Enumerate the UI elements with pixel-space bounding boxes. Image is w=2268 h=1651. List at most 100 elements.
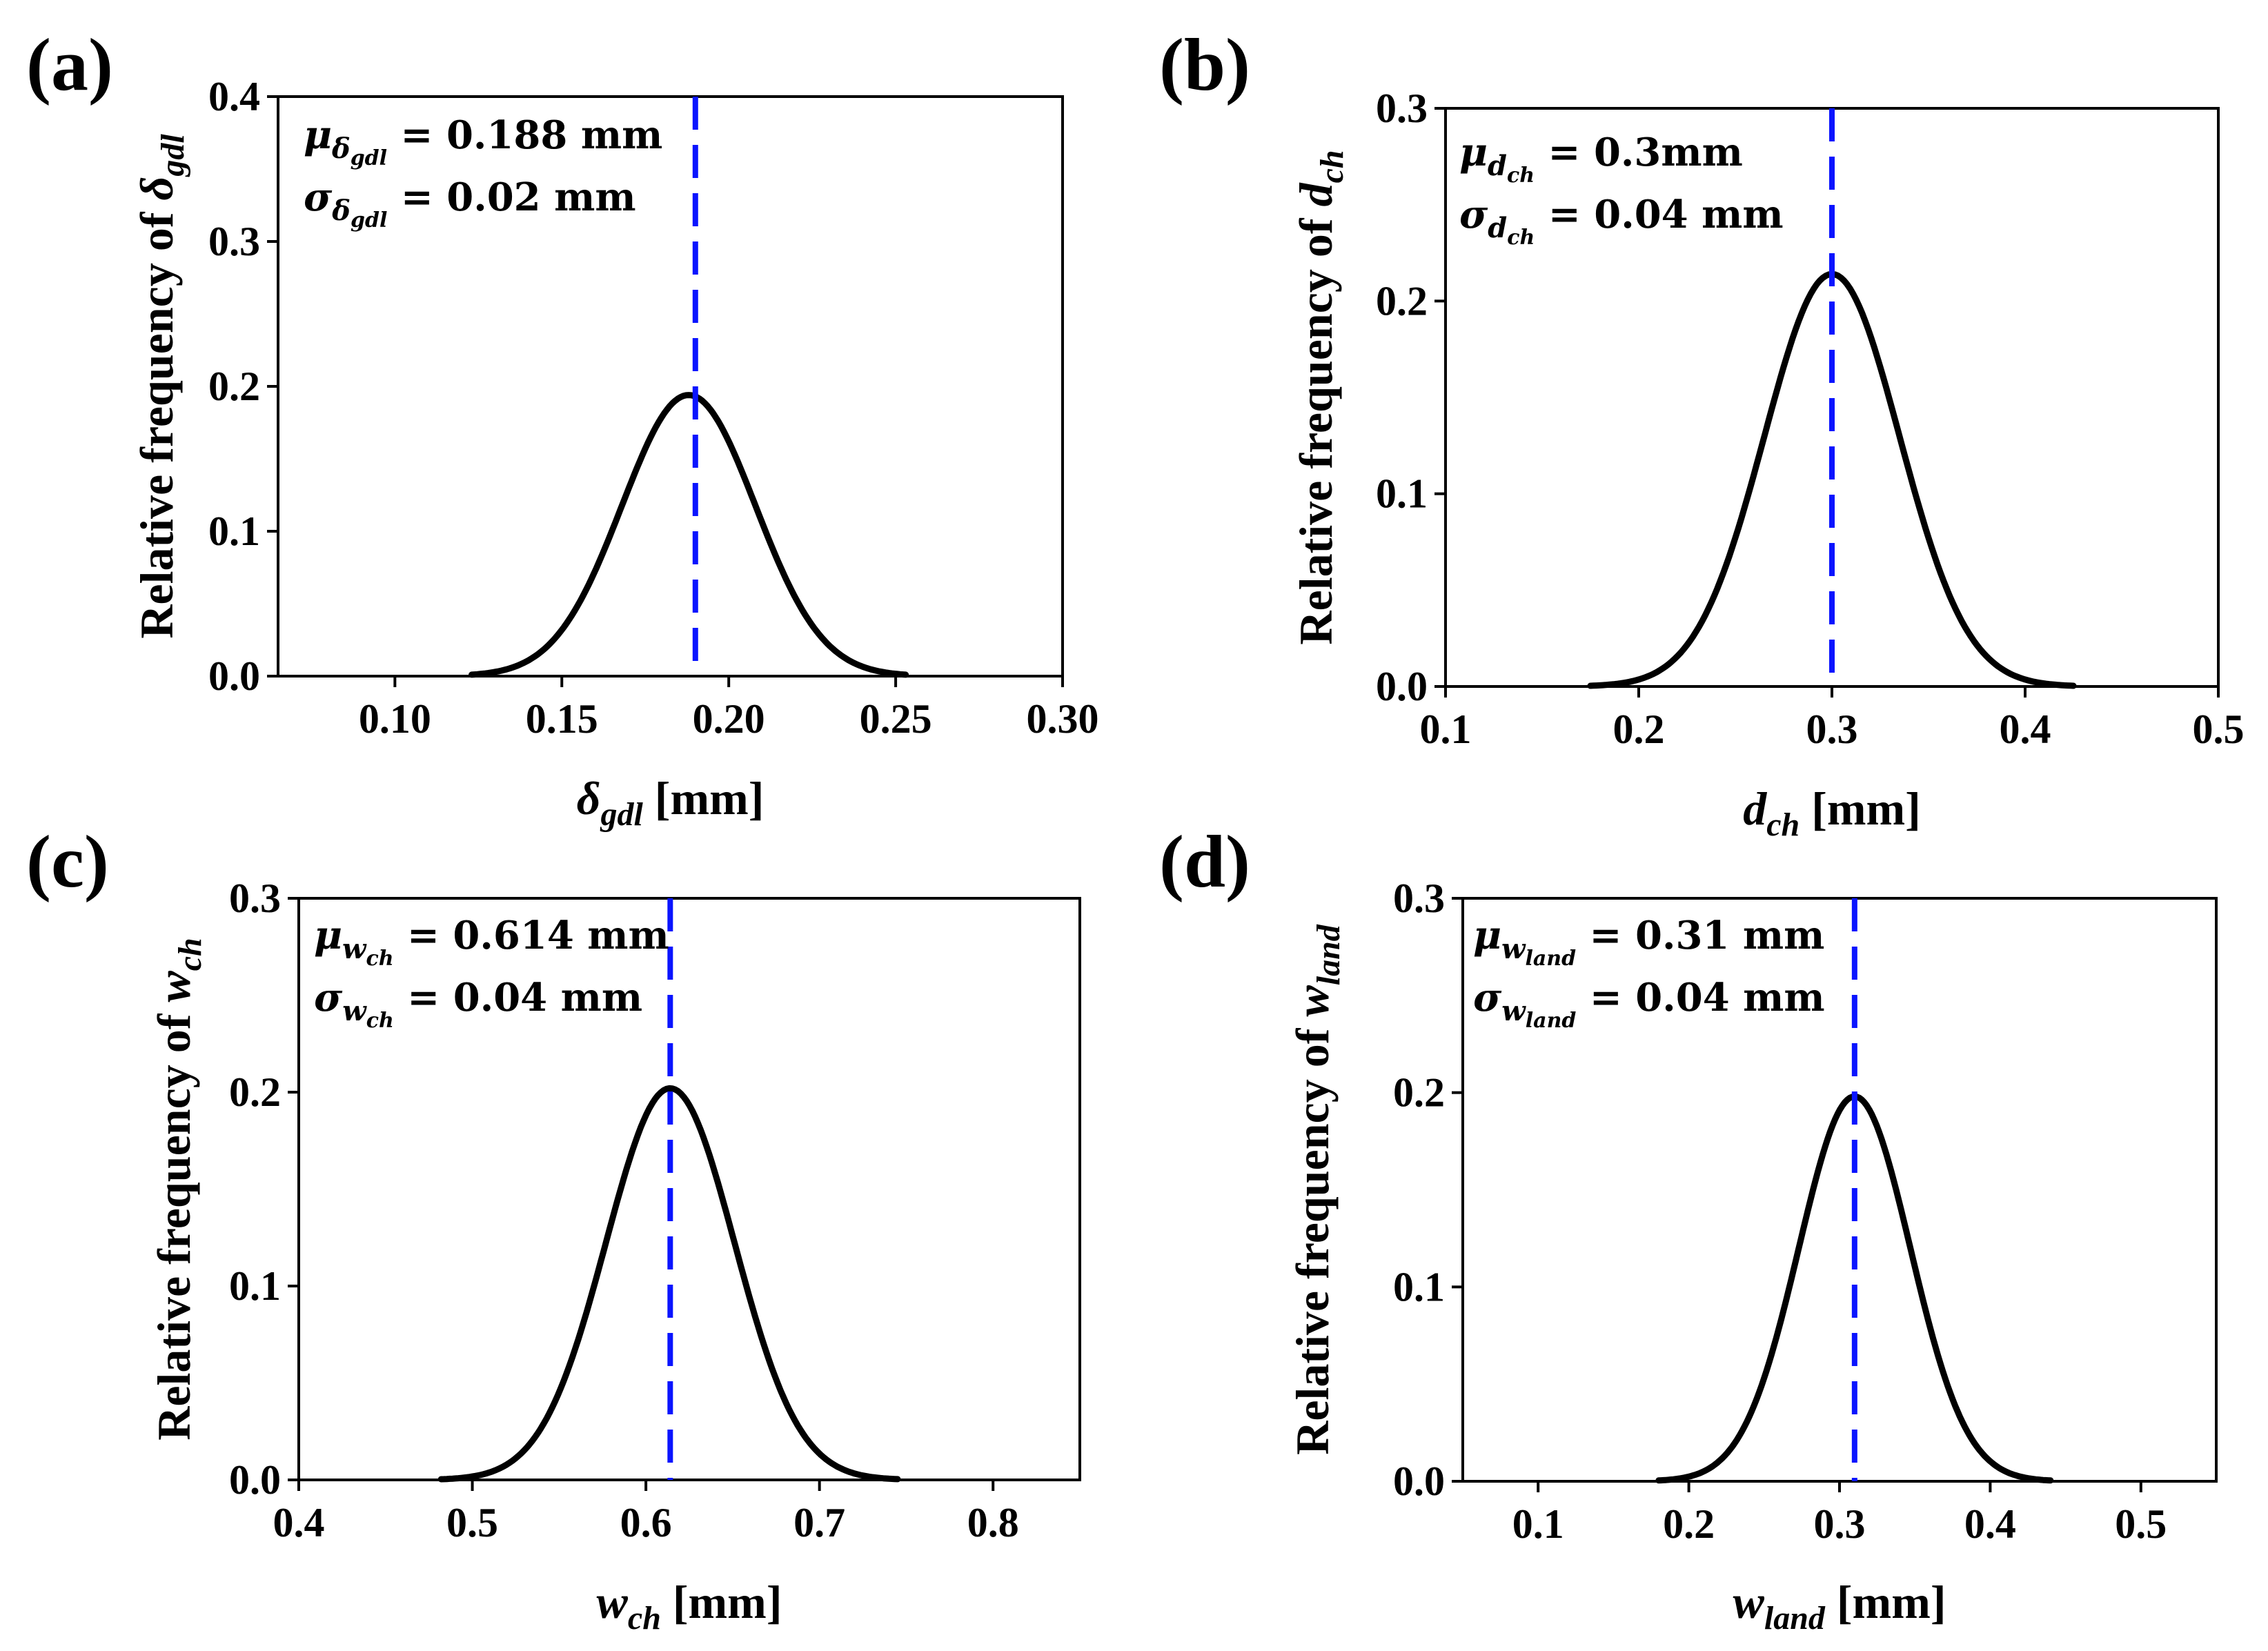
- y-axis-symbol: w: [148, 971, 200, 1002]
- y-axis-subscript: land: [1310, 924, 1347, 985]
- annotation-std: σδgdl = 0.02 mm: [304, 175, 636, 233]
- annotation-subscript: d: [1488, 212, 1507, 244]
- y-tick-label: 0.2: [229, 1069, 281, 1115]
- annotation-greek: σ: [304, 175, 333, 220]
- x-tick-label: 0.5: [2193, 706, 2245, 752]
- annotation-sub-subscript: gdl: [351, 146, 387, 170]
- x-tick-label: 0.4: [273, 1500, 325, 1545]
- y-tick-label: 0.3: [208, 219, 260, 264]
- x-axis-unit: [mm]: [643, 772, 765, 824]
- annotation-sub-subscript: gdl: [351, 208, 387, 233]
- x-tick-label: 0.3: [1814, 1501, 1866, 1547]
- annotation-value: = 0.04 mm: [1576, 975, 1824, 1020]
- x-axis-title: δgdl [mm]: [577, 772, 765, 833]
- distribution-curve: [437, 1085, 901, 1483]
- annotation-sub-subscript: ch: [366, 947, 393, 971]
- y-axis-title: Relative frequency of wland: [1286, 924, 1347, 1455]
- x-axis-unit: [mm]: [1799, 782, 1921, 835]
- annotation-greek: μ: [314, 913, 342, 958]
- plot-frame: [297, 897, 1081, 1481]
- annotation-subscript: w: [1501, 995, 1526, 1027]
- y-tick-label: 0.0: [1376, 664, 1428, 709]
- annotation-subscript: w: [1501, 933, 1526, 965]
- panel-letter: (c): [26, 821, 109, 903]
- x-axis-symbol: δ: [577, 772, 601, 824]
- y-axis-prefix: Relative frequency of: [1290, 206, 1342, 644]
- annotation-mean: μδgdl = 0.188 mm: [304, 112, 662, 170]
- annotation-std: σwland = 0.04 mm: [1473, 975, 1825, 1033]
- y-axis-subscript: gdl: [155, 134, 191, 177]
- x-axis-subscript: ch: [1766, 807, 1799, 843]
- annotation-mean: μwch = 0.614 mm: [314, 913, 669, 971]
- x-tick-label: 0.4: [2000, 706, 2051, 752]
- chart-panel-1: (a)0.10 0.15 0.20 0.25 0.300.00.10.20.30.4δg…: [26, 24, 1099, 833]
- y-axis-prefix: Relative frequency of: [148, 1002, 200, 1441]
- y-tick-label: 0.1: [1376, 471, 1428, 517]
- x-axis-symbol: w: [1733, 1576, 1765, 1628]
- x-axis-unit: [mm]: [661, 1576, 782, 1628]
- annotation-value: = 0.614 mm: [394, 913, 669, 958]
- x-tick-label: 0.2: [1663, 1501, 1715, 1547]
- annotation-mean: μwland = 0.31 mm: [1473, 913, 1824, 971]
- y-axis-symbol: w: [1286, 985, 1339, 1017]
- y-tick-label: 0.1: [1393, 1264, 1445, 1309]
- x-tick-label: 0.6: [620, 1500, 672, 1545]
- annotation-value: = 0.04 mm: [394, 975, 642, 1020]
- y-tick-label: 0.2: [1376, 278, 1428, 324]
- annotation-value: = 0.31 mm: [1576, 913, 1824, 958]
- annotation-subscript: w: [342, 933, 367, 965]
- x-axis-title: wland [mm]: [1733, 1576, 1946, 1637]
- annotation-greek: μ: [304, 112, 332, 158]
- x-axis-symbol: w: [597, 1576, 629, 1628]
- panel-letter: (b): [1159, 24, 1250, 106]
- x-axis-unit: [mm]: [1825, 1576, 1946, 1628]
- y-tick-label: 0.3: [229, 876, 281, 921]
- y-axis-symbol: d: [1290, 182, 1342, 206]
- x-tick-label: 0.10: [359, 696, 431, 742]
- annotation-subscript: w: [342, 995, 367, 1027]
- annotation-greek: σ: [314, 975, 343, 1020]
- x-tick-label: 0.5: [446, 1500, 498, 1545]
- x-tick-label: 0.1: [1512, 1501, 1564, 1547]
- y-tick-label: 0.0: [208, 653, 260, 699]
- annotation-std: σwch = 0.04 mm: [314, 975, 642, 1033]
- panel-letter: (d): [1159, 821, 1250, 903]
- annotation-value: = 0.188 mm: [387, 112, 662, 158]
- x-tick-label: 0.7: [793, 1500, 845, 1545]
- annotation-sub-subscript: land: [1525, 947, 1576, 971]
- x-tick-label: 0.2: [1613, 706, 1665, 752]
- annotation-value: = 0.3mm: [1535, 130, 1743, 175]
- x-axis-subscript: gdl: [600, 796, 643, 833]
- annotation-greek: σ: [1473, 975, 1502, 1020]
- annotation-greek: μ: [1459, 130, 1488, 175]
- y-axis-subscript: ch: [172, 938, 208, 971]
- annotation-value: = 0.04 mm: [1535, 192, 1783, 237]
- annotation-subscript: δ: [331, 132, 351, 165]
- x-tick-label: 0.3: [1806, 706, 1858, 752]
- y-tick-label: 0.2: [1393, 1070, 1445, 1116]
- distribution-curve: [469, 392, 909, 678]
- annotation-mean: μdch = 0.3mm: [1459, 130, 1743, 188]
- x-axis-subscript: ch: [628, 1600, 661, 1637]
- y-tick-label: 0.0: [1393, 1459, 1445, 1504]
- y-axis-title: Relative frequency of δgdl: [130, 134, 191, 639]
- x-axis-title: dch [mm]: [1743, 782, 1921, 843]
- y-axis-subscript: ch: [1314, 150, 1350, 183]
- annotation-std: σdch = 0.04 mm: [1459, 192, 1784, 250]
- x-axis-subscript: land: [1764, 1600, 1826, 1637]
- y-axis-prefix: Relative frequency of: [130, 201, 183, 639]
- annotation-sub-subscript: ch: [1507, 164, 1535, 188]
- x-tick-label: 0.8: [967, 1500, 1019, 1545]
- annotation-greek: μ: [1473, 913, 1501, 958]
- y-tick-label: 0.3: [1376, 86, 1428, 131]
- x-tick-label: 0.20: [693, 696, 765, 742]
- annotation-subscript: d: [1488, 150, 1507, 182]
- y-tick-label: 0.1: [208, 508, 260, 554]
- y-tick-label: 0.3: [1393, 876, 1445, 921]
- annotation-sub-subscript: ch: [366, 1009, 394, 1033]
- annotation-sub-subscript: ch: [1507, 226, 1535, 250]
